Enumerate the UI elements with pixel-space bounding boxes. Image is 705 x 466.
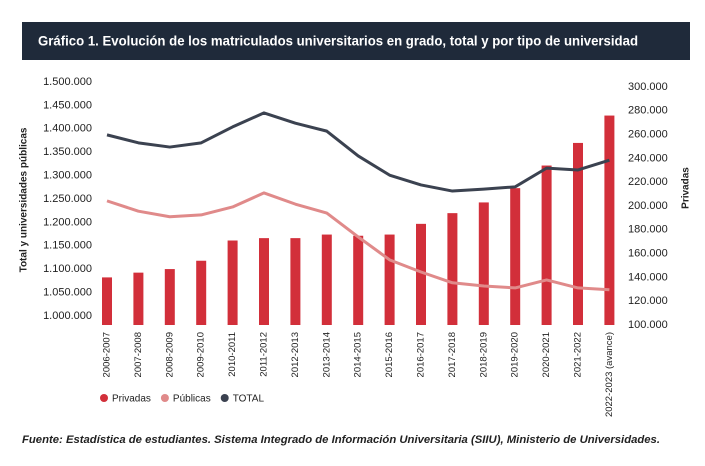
- x-tick-label: 2014-2015: [353, 332, 364, 377]
- y2-tick-label: 180.000: [628, 224, 668, 236]
- y-tick-label: 1.350.000: [43, 146, 92, 158]
- bar: [133, 272, 144, 325]
- bar: [290, 238, 301, 325]
- y-tick-label: 1.200.000: [43, 216, 92, 228]
- x-tick-label: 2018-2019: [478, 332, 489, 377]
- line: [106, 191, 610, 292]
- x-tick-label: 2011-2012: [259, 332, 270, 377]
- x-tick-label: 2016-2017: [416, 332, 427, 377]
- x-tick-label: 2006-2007: [102, 332, 113, 377]
- x-tick-label: 2021-2022: [573, 332, 584, 377]
- y-tick-label: 1.000.000: [43, 310, 92, 322]
- y2-tick-label: 160.000: [628, 248, 668, 260]
- x-tick-label: 2020-2021: [541, 332, 552, 377]
- bar: [259, 238, 269, 325]
- bar: [227, 240, 238, 325]
- footnote: Fuente: Estadística de estudiantes. Sist…: [22, 434, 660, 446]
- y-tick-label: 1.500.000: [43, 76, 92, 88]
- bar: [353, 235, 364, 325]
- x-tick-label: 2015-2016: [384, 332, 395, 377]
- line: [106, 111, 610, 193]
- y2-tick-label: 200.000: [628, 200, 668, 212]
- y2-tick-label: 220.000: [628, 176, 668, 188]
- y2-tick-label: 260.000: [628, 129, 668, 141]
- bar: [196, 260, 207, 325]
- x-tick-label: 2013-2014: [321, 332, 332, 377]
- legend-label: Públicas: [173, 394, 211, 405]
- y-tick-label: 1.400.000: [43, 123, 92, 135]
- y-tick-label: 1.250.000: [43, 193, 92, 205]
- y-tick-label: 1.300.000: [43, 170, 92, 182]
- bar: [478, 202, 489, 325]
- x-tick-label: 2017-2018: [447, 332, 458, 377]
- y2-tick-label: 300.000: [628, 81, 668, 93]
- bar: [321, 234, 332, 325]
- x-tick-label: 2012-2013: [290, 332, 301, 377]
- legend-swatch: [100, 394, 108, 402]
- bar: [541, 165, 552, 325]
- legend-label: Privadas: [112, 394, 151, 405]
- y-tick-label: 1.450.000: [43, 99, 92, 111]
- bar: [447, 213, 458, 325]
- y2-tick-label: 120.000: [628, 295, 668, 307]
- bar: [416, 223, 426, 325]
- bar: [164, 269, 175, 325]
- chart-title: Gráfico 1. Evolución de los matriculados…: [38, 33, 638, 49]
- y2-axis-label: Privadas: [681, 167, 692, 209]
- y2-tick-label: 140.000: [628, 271, 668, 283]
- bar: [510, 188, 521, 325]
- x-tick-label: 2010-2011: [227, 332, 238, 377]
- y-tick-label: 1.150.000: [43, 240, 92, 252]
- x-tick-label: 2008-2009: [164, 332, 175, 377]
- bar: [102, 277, 112, 325]
- legend-swatch: [160, 394, 169, 402]
- y-tick-label: 1.050.000: [43, 287, 92, 299]
- x-tick-label: 2019-2020: [510, 332, 521, 377]
- bar: [573, 142, 583, 325]
- legend-swatch: [220, 394, 229, 402]
- legend-label: TOTAL: [233, 394, 265, 405]
- y2-tick-label: 240.000: [628, 152, 668, 164]
- y2-tick-label: 100.000: [628, 319, 668, 331]
- y-axis-label: Total y universidades públicas: [19, 127, 30, 272]
- y2-tick-label: 280.000: [628, 105, 668, 117]
- bar: [604, 115, 615, 325]
- x-tick-label: 2022-2023 (avance): [604, 332, 615, 417]
- y-tick-label: 1.100.000: [43, 263, 92, 275]
- x-tick-label: 2007-2008: [133, 332, 144, 377]
- x-tick-label: 2009-2010: [196, 332, 207, 377]
- header-band: [22, 22, 690, 60]
- bar: [384, 234, 395, 325]
